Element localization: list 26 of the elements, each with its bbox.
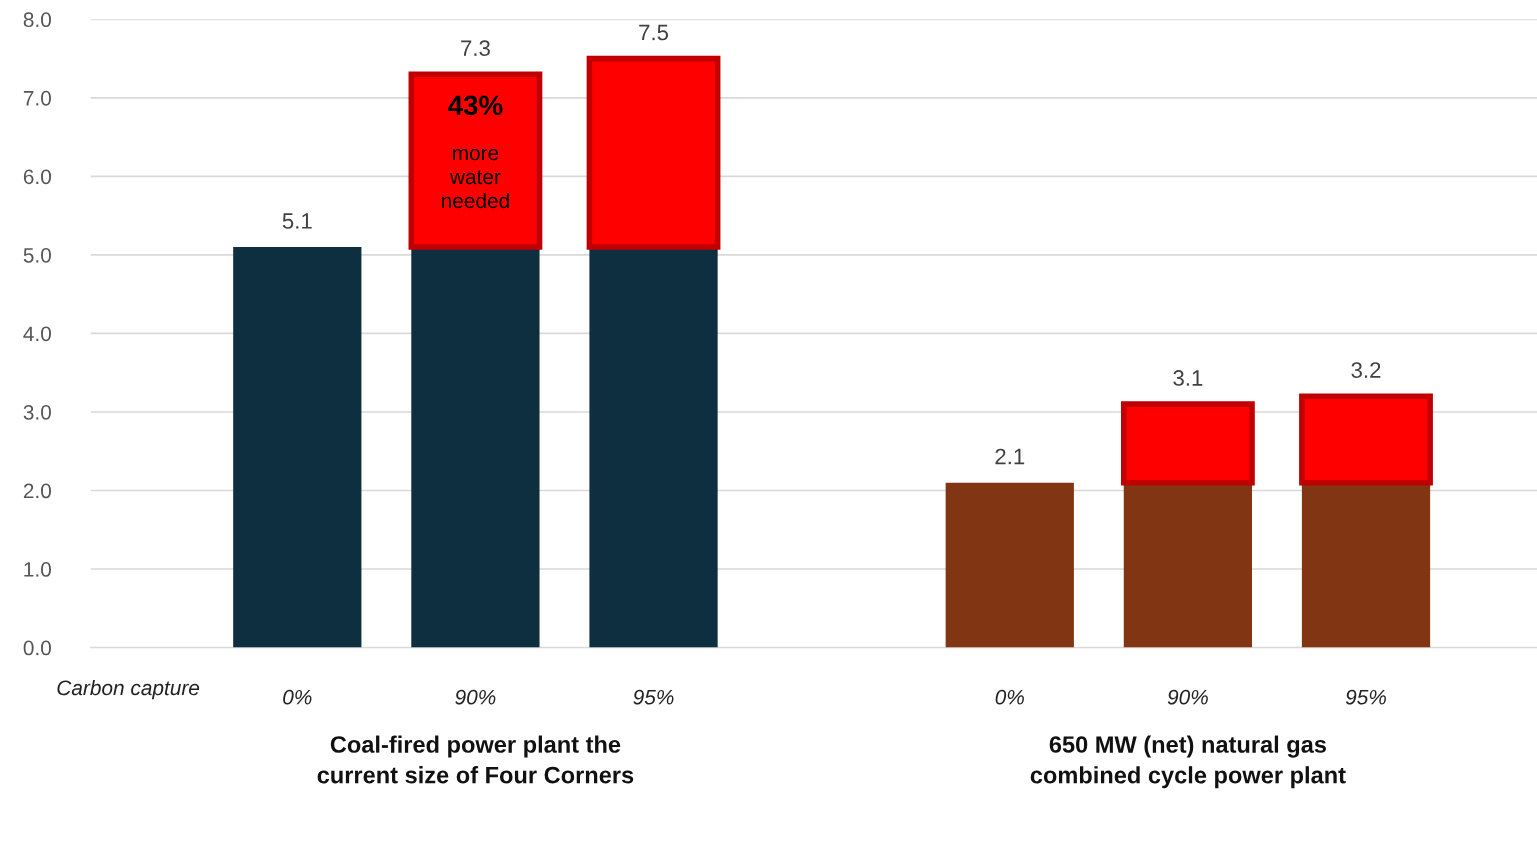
total-label: 2.1: [995, 448, 1025, 465]
x-tick-label: 90%: [455, 689, 496, 705]
annotation: 43%: [448, 95, 503, 116]
total-label: 7.3: [461, 40, 490, 57]
x-tick-label: 95%: [1345, 689, 1386, 705]
total-label: 3.1: [1173, 370, 1203, 386]
y-tick-label: 3.0: [23, 404, 51, 420]
y-tick-label: 6.0: [23, 169, 51, 185]
y-tick-label: 7.0: [23, 90, 51, 106]
total-label: 7.5: [639, 24, 669, 41]
y-tick-label: 8.0: [23, 12, 51, 28]
x-tick-label: 90%: [1167, 689, 1208, 705]
x-tick-label: 95%: [633, 689, 674, 705]
y-tick-label: 4.0: [23, 326, 51, 342]
y-tick-label: 2.0: [23, 483, 51, 499]
annotation: more water needed: [442, 148, 509, 209]
total-label: 3.2: [1351, 362, 1381, 378]
text: 650 MW (net) natural gas combined cycle power plant: [1030, 735, 1346, 789]
y-tick-label: 1.0: [24, 562, 51, 577]
text: Coal-fired power plant the current size of Four Corners: [317, 735, 634, 784]
x-axis-title: Carbon capture: [57, 679, 200, 700]
x-tick-label: 0%: [995, 689, 1024, 705]
x-tick-label: 0%: [283, 689, 312, 705]
y-tick-label: 0.0: [23, 640, 51, 656]
y-tick-label: 5.0: [23, 247, 51, 263]
total-label: 5.1: [282, 213, 312, 229]
